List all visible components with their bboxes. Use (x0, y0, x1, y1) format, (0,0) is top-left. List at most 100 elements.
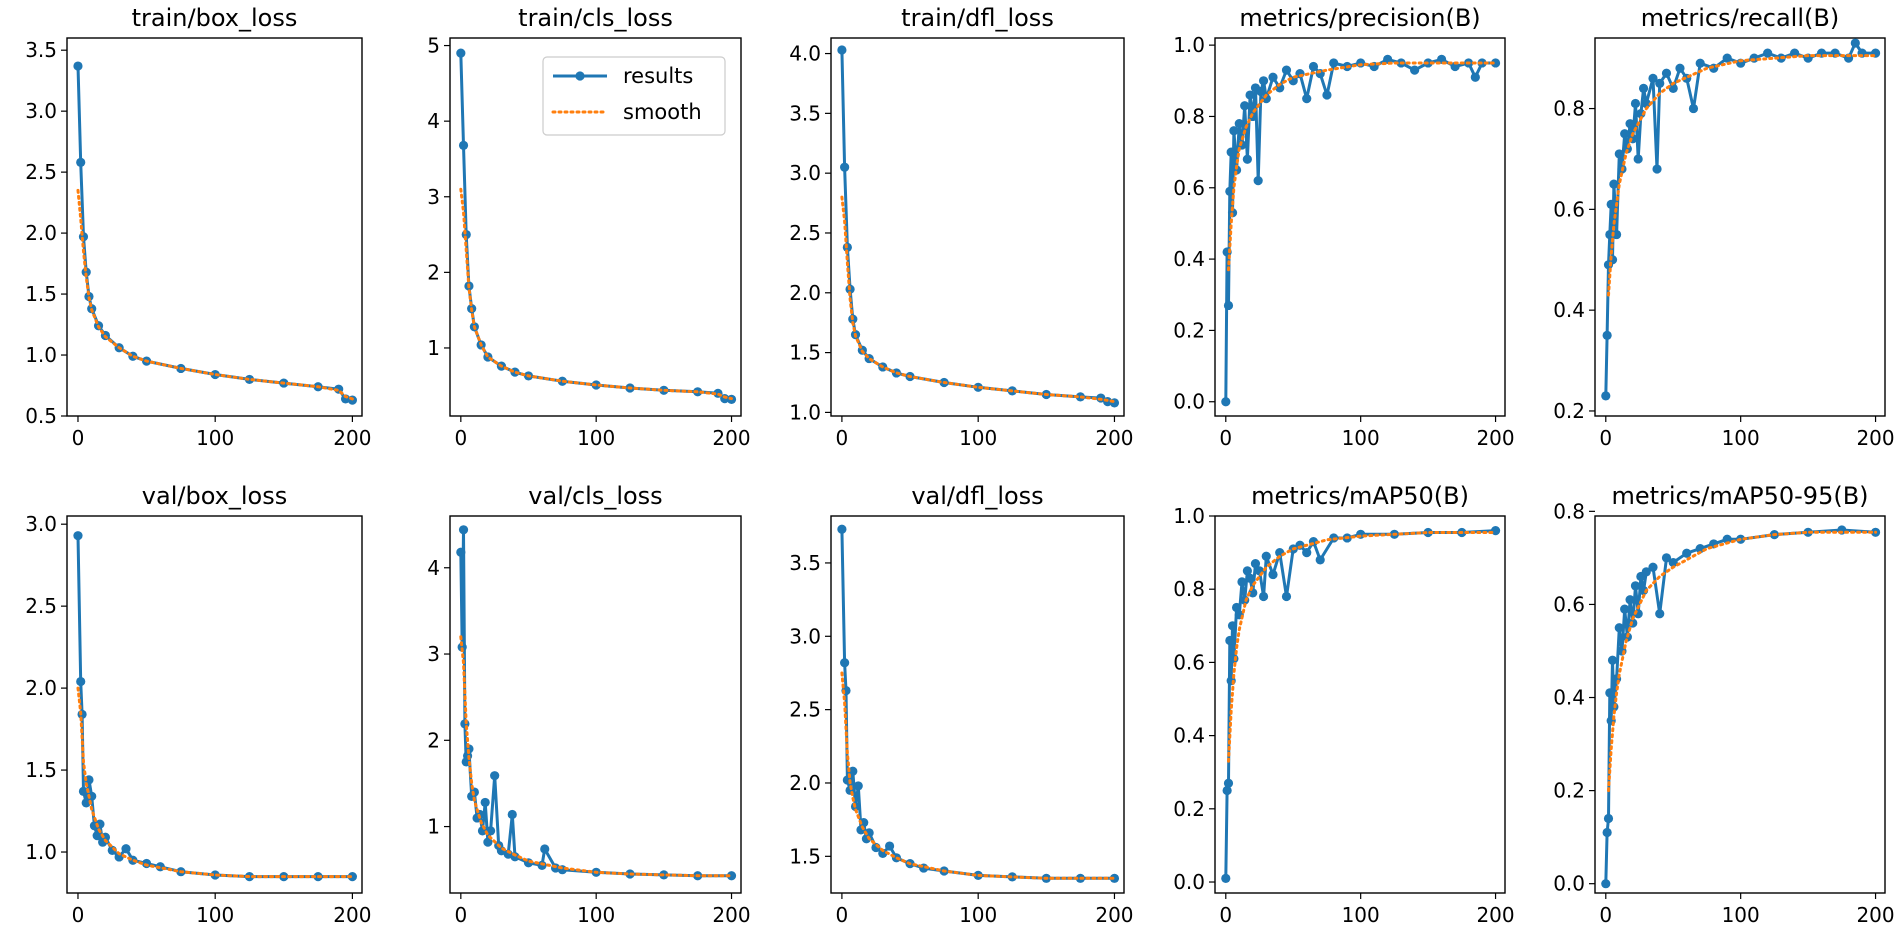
y-tick-label: 0.2 (1553, 399, 1585, 423)
results-point (837, 524, 847, 534)
x-tick-label: 200 (1095, 426, 1133, 450)
x-tick-label: 0 (454, 903, 467, 927)
panel-train-box-loss: train/box_loss 0 100 200 0.5 1.0 1.5 2.0 2.5 3.0 3… (25, 4, 371, 450)
plot-frame (1594, 515, 1886, 894)
results-point (1682, 548, 1692, 558)
x-tick-label: 100 (1722, 426, 1760, 450)
results-point (1850, 38, 1860, 48)
results-point (1638, 83, 1649, 93)
y-tick-label: 2.0 (25, 221, 57, 245)
y-tick-label: 0.0 (1553, 872, 1585, 896)
panel-title: train/cls_loss (518, 4, 673, 32)
x-tick-label: 100 (959, 426, 997, 450)
results-point (1655, 78, 1665, 88)
panel-metrics-map50-b: metrics/mAP50(B) 0 100 200 0.0 0.2 0.4 0.6 0.8 1.… (1173, 482, 1514, 927)
y-tick-label: 0.0 (1173, 870, 1205, 894)
x-tick-label: 200 (333, 426, 371, 450)
results-point (1223, 300, 1234, 311)
y-tick-label: 3.0 (789, 161, 821, 185)
x-tick-label: 200 (1476, 426, 1514, 450)
x-tick-label: 100 (577, 426, 615, 450)
y-tick-label: 0.4 (1553, 686, 1585, 710)
y-tick-label: 0.5 (25, 404, 57, 428)
results-point (76, 676, 86, 687)
panel-train-cls-loss: train/cls_loss 0 100 200 1 2 3 4 5 results smooth (427, 4, 750, 450)
y-tick-label: 5 (427, 34, 440, 58)
x-tick-label: 0 (836, 903, 849, 927)
y-tick-label: 4.0 (789, 42, 821, 66)
results-point (1648, 562, 1658, 572)
results-point (1661, 553, 1672, 563)
results-point (1410, 65, 1420, 75)
y-tick-label: 0.8 (1173, 577, 1205, 601)
results-point (1602, 330, 1612, 340)
results-point (1231, 165, 1242, 175)
results-point (1625, 595, 1635, 605)
results-point (456, 48, 466, 58)
results-point (1302, 548, 1312, 558)
results-point (1688, 103, 1699, 114)
results-point (1620, 604, 1630, 614)
results-point (726, 871, 737, 881)
results-point (1302, 94, 1312, 104)
results-point (1470, 72, 1480, 82)
panel-metrics-precision-b: metrics/precision(B) 0 100 200 0.0 0.2 0.4 0.6 0… (1173, 4, 1514, 450)
y-tick-label: 1.0 (25, 840, 57, 864)
results-point (1225, 635, 1235, 646)
plot-frame (1214, 515, 1506, 894)
y-tick-label: 0.0 (1173, 390, 1205, 414)
results-point (1227, 621, 1238, 631)
panel-val-box-loss: val/box_loss 0 100 200 1.0 1.5 2.0 2.5 3.0 (25, 482, 371, 927)
y-tick-label: 0.2 (1173, 797, 1205, 821)
x-tick-label: 100 (1722, 903, 1760, 927)
smooth-line (1227, 61, 1498, 272)
results-point (76, 157, 86, 167)
legend-results-marker (575, 71, 585, 81)
results-point (1308, 61, 1319, 72)
plot-frame (1594, 37, 1886, 417)
plot-frame (830, 37, 1125, 417)
results-point (1315, 555, 1325, 565)
results-point (507, 809, 517, 820)
results-point (1763, 48, 1773, 58)
results-point (92, 831, 102, 841)
results-point (114, 852, 124, 862)
results-point (1109, 873, 1120, 883)
results-point (1636, 109, 1646, 119)
panel-title: val/cls_loss (528, 482, 662, 510)
smooth-line (76, 686, 354, 879)
results-point (483, 837, 493, 847)
y-tick-label: 0.8 (1553, 499, 1585, 523)
results-point (878, 848, 888, 858)
panel-title: val/dfl_loss (911, 482, 1043, 510)
y-tick-label: 2.0 (789, 771, 821, 795)
results-point (1250, 558, 1261, 569)
results-point (1630, 98, 1641, 109)
y-tick-label: 3.5 (789, 101, 821, 125)
results-point (1234, 118, 1244, 129)
results-point (1383, 54, 1393, 64)
results-point (1652, 164, 1662, 174)
results-point (1281, 65, 1292, 75)
results-point (1607, 655, 1618, 665)
y-tick-label: 3.0 (25, 512, 57, 536)
results-point (1225, 186, 1235, 196)
panel-title: metrics/precision(B) (1239, 4, 1480, 32)
results-point (73, 61, 83, 71)
results-point (457, 642, 467, 652)
y-tick-label: 0.6 (1553, 197, 1585, 221)
x-tick-label: 0 (1219, 426, 1232, 450)
y-tick-label: 1 (427, 815, 440, 839)
y-tick-label: 3 (427, 185, 440, 209)
results-point (121, 844, 131, 854)
results-point (1222, 785, 1232, 796)
x-tick-label: 100 (959, 903, 997, 927)
results-point (1722, 534, 1732, 544)
results-point (1603, 813, 1614, 824)
x-tick-label: 100 (196, 903, 234, 927)
panel-val-cls-loss: val/cls_loss 0 100 200 1 2 3 4 (427, 482, 750, 927)
results-point (1221, 873, 1231, 883)
results-point (456, 547, 466, 557)
